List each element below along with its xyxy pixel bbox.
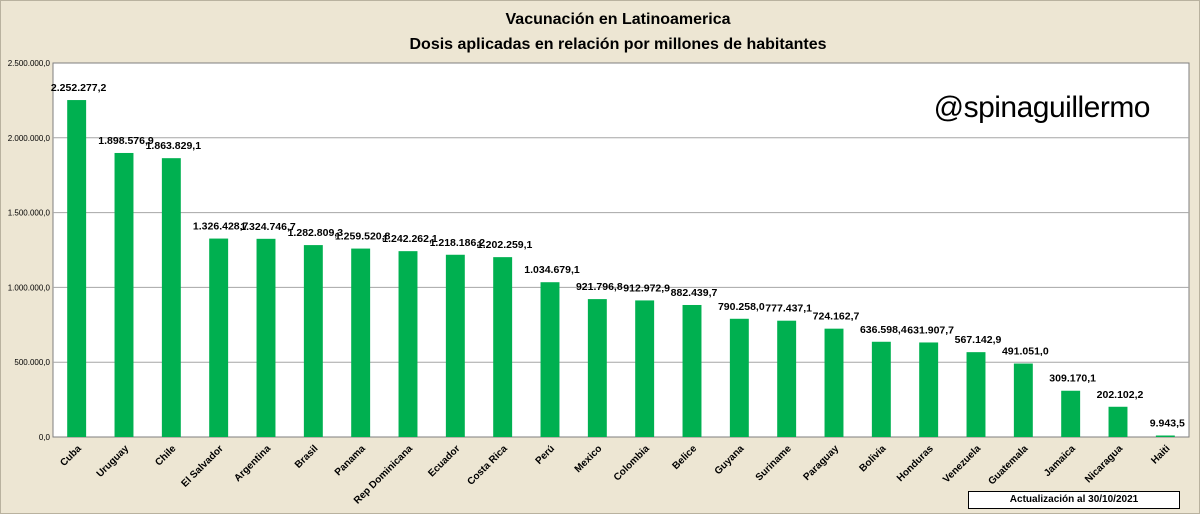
bar-jamaica [1061,390,1081,437]
bar-rep-dominicana [398,251,418,437]
data-label: 1.202.259,1 [477,239,533,251]
data-labels: 2.252.277,2 1.898.576,91.863.829,1 1.326.4… [51,82,1185,429]
data-label: 724.162,7 [813,311,860,323]
x-tick-label: Perú [534,443,558,467]
x-tick-label: Chile [153,443,178,468]
bar-guatemala [1013,363,1033,437]
bar-haiti [1155,435,1175,437]
data-label: 636.598,4 [860,324,907,336]
x-tick-label: Cuba [58,443,84,469]
data-label: 9.943,5 [1150,418,1185,430]
y-tick-label: 1.000.000,0 [8,283,51,292]
data-label: 567.142,9 [955,334,1002,346]
bar-honduras [919,342,939,437]
chart-subtitle: Dosis aplicadas en relación por millones… [409,36,826,53]
x-tick-label: Argentina [232,443,273,484]
x-tick-label: Bolivia [857,443,888,474]
y-tick-label: 2.000.000,0 [8,134,51,143]
bar-el-salvador [209,238,229,437]
data-label: 1.326.428,7 [193,221,249,233]
x-tick-label: Brasil [293,443,321,471]
y-tick-label: 500.000,0 [14,358,50,367]
data-label: 1.218.186,2 [430,237,486,249]
x-tick-label: Jamaica [1042,443,1078,479]
bar-mexico [587,299,607,437]
bar-costa-rica [493,257,513,437]
x-tick-label: Nicaragua [1083,443,1125,485]
chart-title: Vacunación en Latinoamerica [506,11,731,28]
bar-uruguay [114,152,134,437]
x-tick-label: Honduras [895,443,936,484]
data-label: 1.863.829,1 [146,140,202,152]
data-label: 921.796,8 [576,281,623,293]
data-label: 1.259.520,8 [335,231,391,243]
data-label: 1.034.679,1 [524,264,580,276]
x-tick-label: Suriname [754,443,794,483]
x-tick-label: Uruguay [95,443,132,480]
y-tick-label: 1.500.000,0 [8,209,51,218]
data-label: 882.439,7 [671,287,718,299]
x-tick-label: Colombia [612,443,652,483]
data-label: 631.907,7 [907,324,954,336]
bar-suriname [777,320,797,437]
x-tick-label: Costa Rica [465,443,510,488]
watermark-handle: @spinaguillermo [934,91,1150,124]
gridlines [53,137,1189,363]
data-label: 309.170,1 [1049,373,1096,385]
x-tick-label: Paraguay [802,443,842,483]
data-label: 2.252.277,2 [51,82,107,94]
x-tick-label: Ecuador [426,443,462,479]
x-tick-label: Haiti [1149,443,1172,466]
x-tick-label: Guyana [713,443,747,477]
bar-perú [540,282,560,437]
data-label: 912.972,9 [623,282,670,294]
bar-paraguay [824,328,844,437]
bar-cuba [67,100,87,438]
bar-colombia [635,300,655,437]
data-label: 202.102,2 [1097,389,1144,401]
x-tick-label: Guatemala [987,443,1031,487]
bar-bolivia [871,341,891,437]
data-label: 1.898.576,9 [98,135,154,147]
y-tick-label: 0,0 [39,433,51,442]
bar-panama [351,248,371,437]
bar-chile [161,158,181,437]
x-tick-label: Venezuela [941,443,983,485]
data-label: 777.437,1 [765,303,812,315]
bar-brasil [303,245,323,437]
update-note: Actualización al 30/10/2021 [968,491,1180,509]
x-tick-label: El Salvador [179,443,225,489]
x-tick-label: Panama [333,443,368,478]
data-label: 1.324.746,7 [240,221,296,233]
data-label: 790.258,0 [718,301,765,313]
data-label: 1.282.809,3 [288,227,344,239]
y-tick-label: 2.500.000,0 [8,59,51,68]
bar-nicaragua [1108,406,1128,437]
data-label: 1.242.262,1 [382,233,438,245]
bar-ecuador [445,254,465,437]
x-tick-label: Belice [671,443,700,472]
bar-venezuela [966,352,986,437]
x-tick-label: Mexico [573,443,605,475]
bar-guyana [729,318,749,437]
data-label: 491.051,0 [1002,346,1049,358]
bar-belice [682,304,702,437]
y-axis-ticks: 0,0 500.000,0 1.000.000,0 1.500.000,0 2.000.… [8,59,51,442]
plot-area [52,62,1190,438]
bars [67,100,1175,438]
bar-argentina [256,238,276,437]
